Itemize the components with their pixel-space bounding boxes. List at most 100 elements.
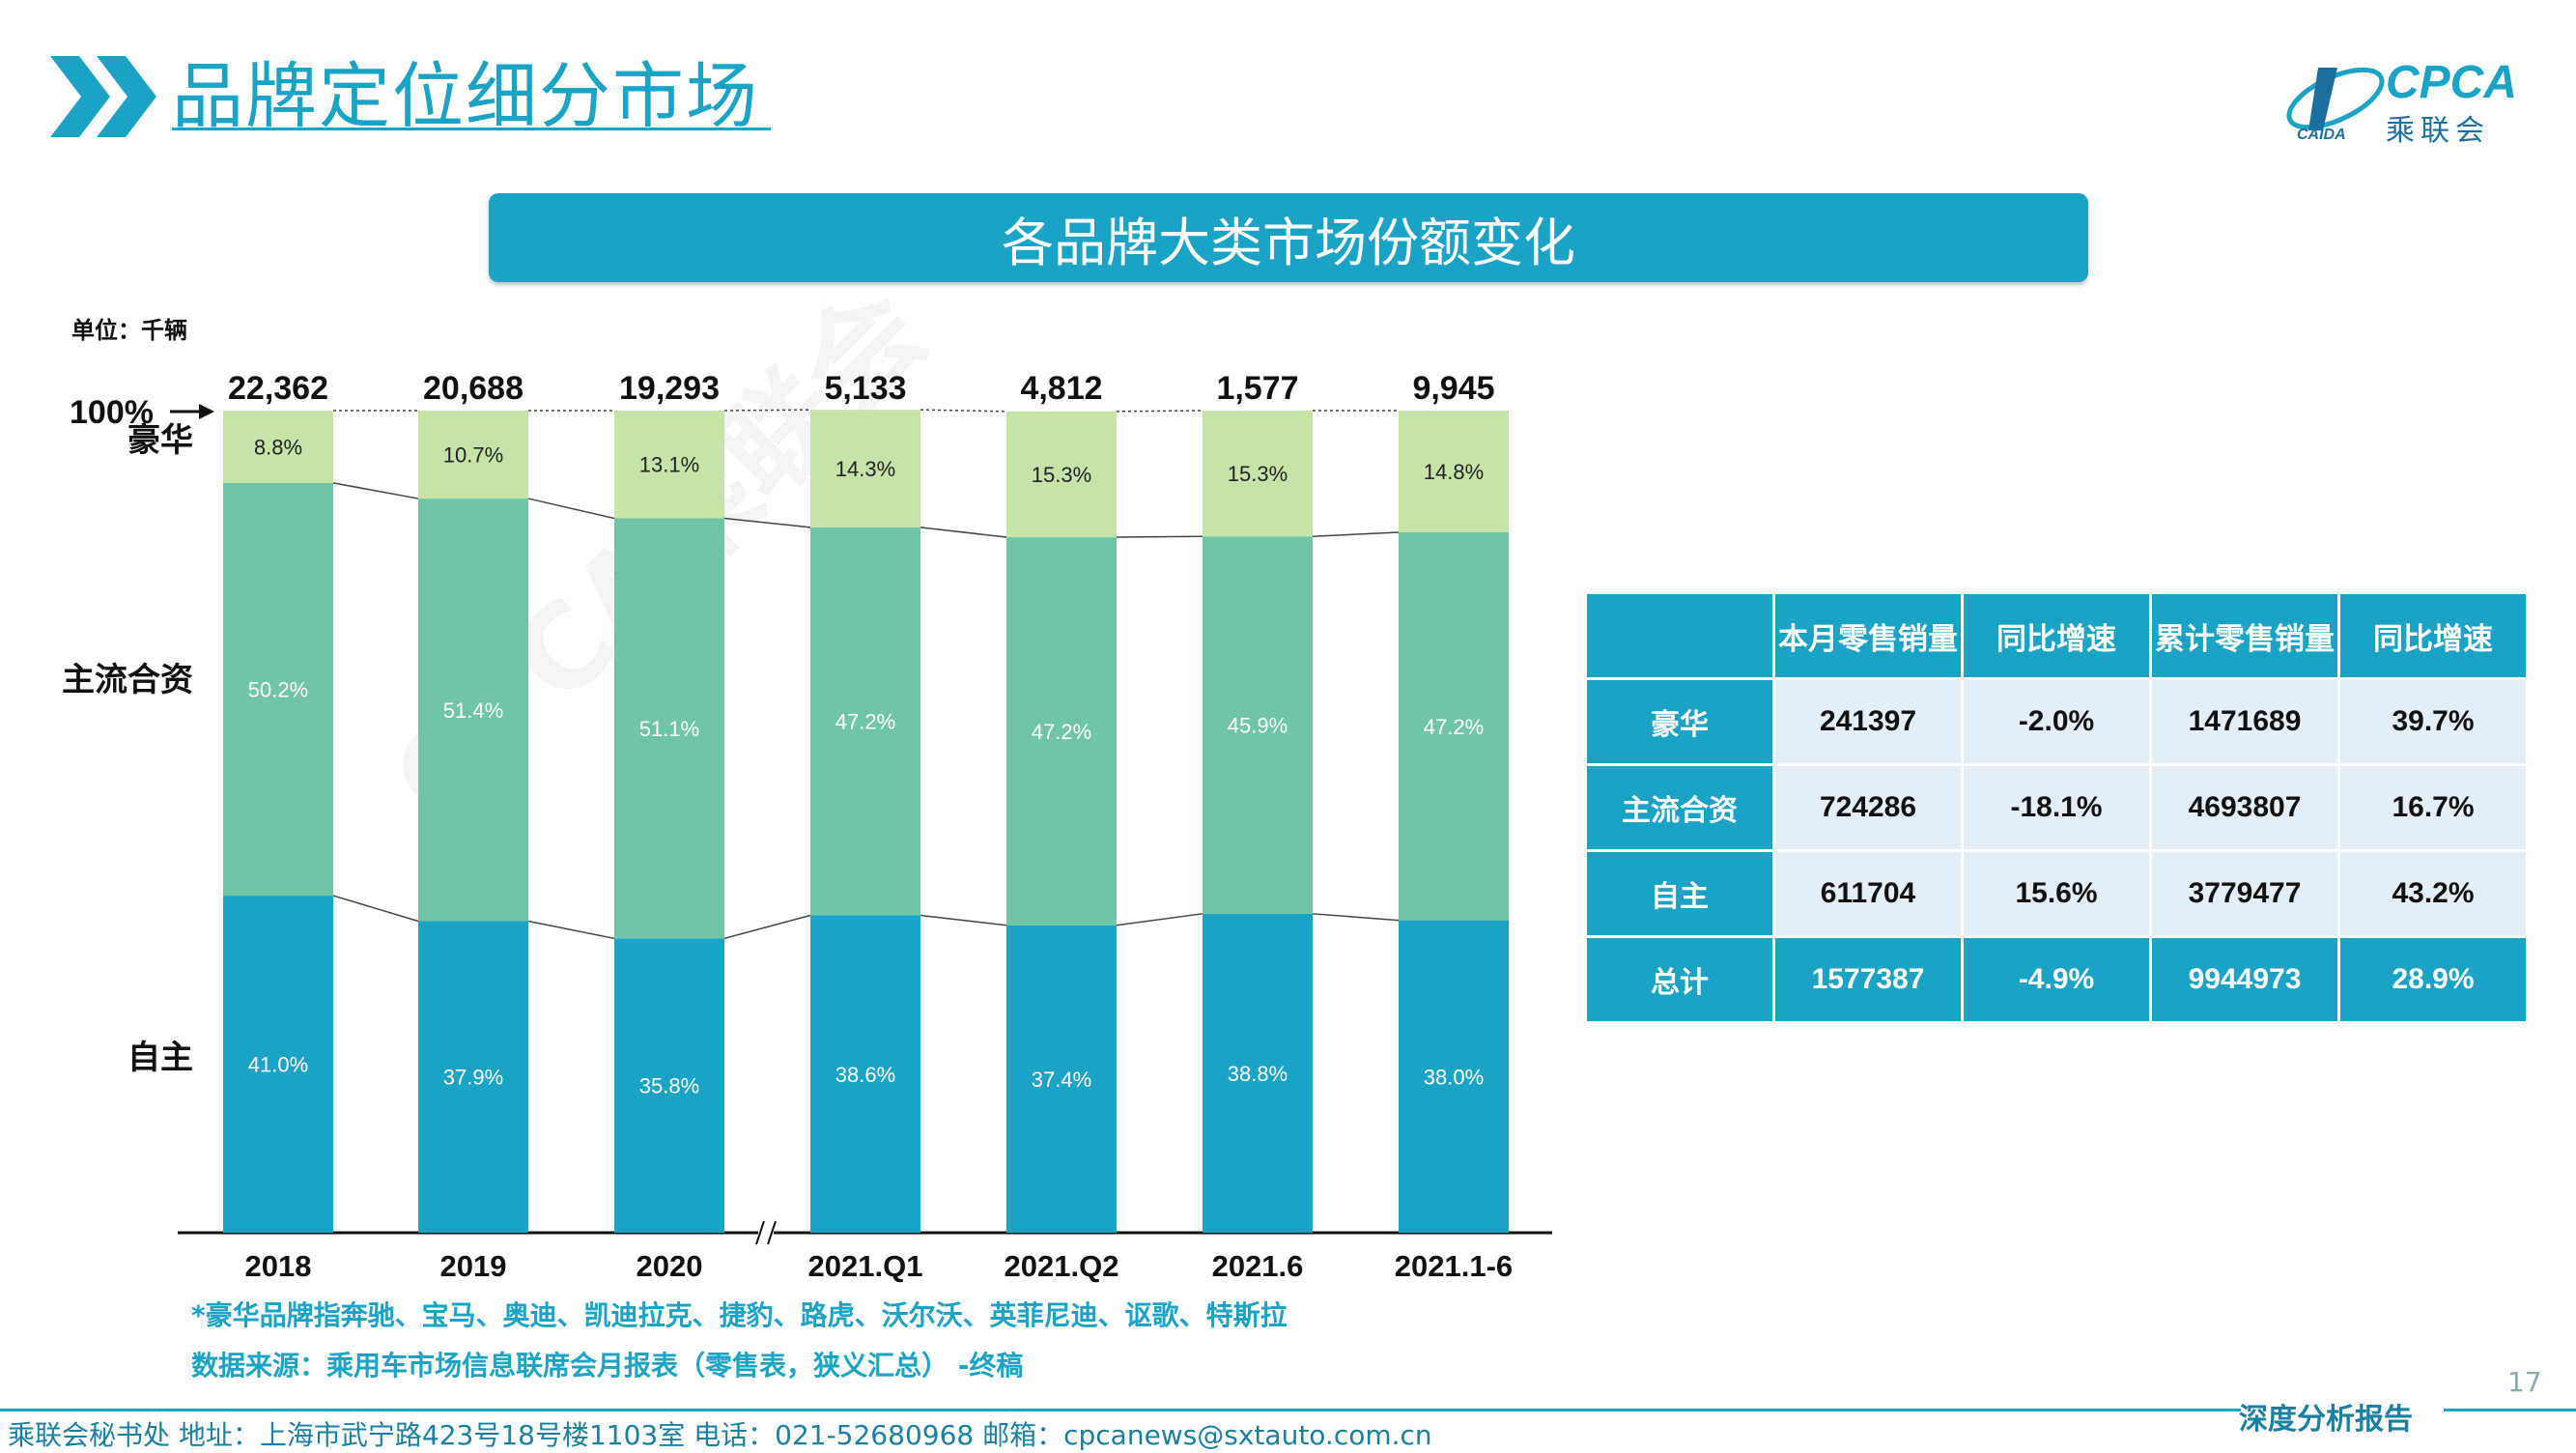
data-label: 41.0% (248, 1053, 308, 1077)
table-cell: 43.2% (2337, 849, 2529, 938)
bar-segment (1203, 411, 1313, 537)
table-row: 主流合资 724286 -18.1% 4693807 16.7% (1584, 763, 2529, 852)
data-label: 45.9% (1228, 714, 1288, 738)
table-cell: 724286 (1772, 763, 1964, 852)
total-label: 22,362 (228, 370, 328, 407)
data-label: 47.2% (1424, 715, 1484, 739)
bar-segment (614, 518, 724, 939)
data-label: 15.3% (1228, 462, 1288, 486)
page-title: 品牌定位细分市场 (172, 55, 759, 138)
table-cell: 4693807 (2149, 763, 2340, 852)
data-label: 38.8% (1228, 1062, 1288, 1086)
connector-line (332, 895, 419, 923)
connector-line (1312, 913, 1400, 922)
data-label: 14.8% (1424, 460, 1484, 484)
bar-segment (614, 938, 724, 1233)
total-label: 5,133 (824, 370, 906, 407)
table-cell: 39.7% (2337, 677, 2529, 766)
bar-segment (1006, 925, 1117, 1233)
axis-break-mark (755, 1220, 765, 1245)
bar-segment (1399, 920, 1509, 1233)
bar-segment (1006, 537, 1117, 926)
connector-line (920, 527, 1007, 538)
table-cell: 1577387 (1772, 935, 1964, 1024)
table-header-cell (1584, 591, 1775, 680)
bar-segment (223, 411, 333, 483)
table-cell: 28.9% (2337, 935, 2529, 1024)
bar-segment (810, 915, 920, 1233)
chart-title-banner: 各品牌大类市场份额变化 (489, 193, 2088, 282)
data-label: 38.0% (1424, 1065, 1484, 1089)
connector-line (723, 409, 811, 412)
bar-segment (614, 411, 724, 519)
footer-contact: 乘联会秘书处 地址：上海市武宁路423号18号楼1103室 电话：021-526… (8, 1419, 1432, 1451)
x-tick-label: 2020 (637, 1249, 703, 1283)
table-cell: -4.9% (1961, 935, 2152, 1024)
data-label: 8.8% (254, 435, 302, 459)
chart-title: 各品牌大类市场份额变化 (1002, 212, 1575, 273)
x-tick-label: 2021.6 (1212, 1249, 1304, 1283)
table-header-cell: 同比增速 (1961, 591, 2152, 680)
unit-label: 单位：千辆 (71, 317, 187, 344)
connector-line (1312, 531, 1400, 537)
connector-line (920, 409, 1007, 413)
bar-segment (223, 482, 333, 897)
series-label: 自主 (127, 1039, 193, 1077)
data-label: 47.2% (835, 710, 895, 734)
bar-segment (418, 411, 528, 499)
series-label: 豪华 (127, 421, 193, 460)
axis-break-mark (767, 1220, 777, 1245)
total-label: 20,688 (423, 370, 524, 407)
data-label: 10.7% (443, 443, 503, 468)
bar-segment (1203, 913, 1313, 1233)
chevron-double-right-icon (50, 56, 156, 137)
connector-line (527, 498, 615, 520)
bar-segment (1399, 411, 1509, 532)
sales-table: 本月零售销量 同比增速 累计零售销量 同比增速 豪华 241397 -2.0% … (1584, 591, 2529, 1024)
page-number: 17 (2507, 1366, 2542, 1398)
data-label: 51.4% (443, 698, 503, 723)
row-label: 主流合资 (1584, 763, 1775, 852)
footer-divider (2444, 1409, 2576, 1411)
x-tick-label: 2019 (440, 1249, 507, 1283)
report-label: 深度分析报告 (2239, 1403, 2413, 1437)
table-total-row: 总计 1577387 -4.9% 9944973 28.9% (1584, 935, 2529, 1024)
table-cell: 3779477 (2149, 849, 2340, 938)
total-label: 9,945 (1412, 370, 1494, 407)
total-label: 4,812 (1020, 370, 1102, 407)
bar-segment (418, 499, 528, 922)
x-tick-label: 2021.Q2 (1005, 1249, 1119, 1283)
total-label: 19,293 (619, 370, 720, 407)
connector-line (723, 517, 811, 528)
bar-segment (1399, 531, 1509, 921)
table-cell: -2.0% (1961, 677, 2152, 766)
data-label: 15.3% (1032, 463, 1091, 487)
data-label: 13.1% (639, 453, 699, 477)
bar-segment (1203, 536, 1313, 914)
row-label: 总计 (1584, 935, 1775, 1024)
logo-chinese-text: 乘联会 (2386, 114, 2490, 148)
x-tick-label: 2021.Q1 (808, 1249, 923, 1283)
connector-line (527, 920, 615, 940)
cpca-logo: CAIDA (2286, 67, 2385, 143)
x-tick-label: 2021.1-6 (1395, 1249, 1513, 1283)
data-label: 35.8% (639, 1074, 699, 1098)
logo-text: CPCA (2386, 57, 2518, 108)
connector-line (1116, 535, 1203, 538)
logo-sub-text: CAIDA (2297, 127, 2346, 143)
bar-segment (810, 527, 920, 916)
connector-line (332, 482, 419, 499)
footnote-data-source: 数据来源：乘用车市场信息联席会月报表（零售表，狭义汇总） -终稿 (191, 1350, 1024, 1382)
table-cell: 241397 (1772, 677, 1964, 766)
table-cell: 1471689 (2149, 677, 2340, 766)
connector-line (1116, 913, 1203, 926)
table-header-row: 本月零售销量 同比增速 累计零售销量 同比增速 (1584, 591, 2529, 680)
data-label: 37.4% (1032, 1068, 1091, 1092)
stacked-bar-chart: 41.0% 50.2% 8.8% 22,362 2018 37.9% 51.4% 10.7% 2… (62, 370, 1552, 1283)
data-label: 47.2% (1032, 720, 1091, 744)
data-label: 37.9% (443, 1066, 503, 1090)
table-header-cell: 本月零售销量 (1772, 591, 1964, 680)
row-label: 自主 (1584, 849, 1775, 938)
row-label: 豪华 (1584, 677, 1775, 766)
bar-segment (418, 921, 528, 1233)
